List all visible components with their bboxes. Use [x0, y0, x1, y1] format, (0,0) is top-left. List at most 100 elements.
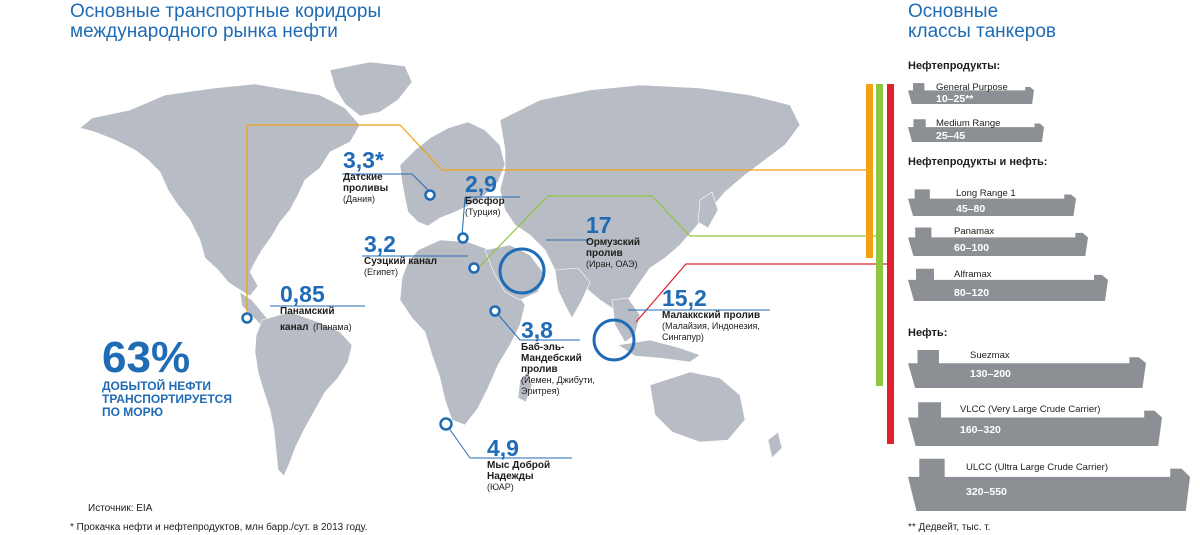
cape-value: 4,9: [487, 435, 519, 461]
tanker-hull: [908, 227, 1088, 256]
chokepoint-hormuz: 17 Ормузский пролив (Иран, ОАЭ): [586, 213, 640, 270]
tanker-deadweight: 60–100: [954, 242, 990, 254]
tanker-silhouette-icon: [908, 402, 1162, 446]
marker-panama: [241, 312, 253, 324]
tanker-1: Medium Range 25–45: [908, 118, 1044, 142]
hormuz-name-2: пролив: [586, 248, 623, 259]
malacca-name: Малаккский пролив: [662, 310, 761, 321]
tanker-hull: [908, 189, 1076, 216]
tanker-4: Alframax 80–120: [908, 267, 1108, 301]
indonesia-shape: [617, 339, 701, 363]
stat-text: ДОБЫТОЙ НЕФТИ ТРАНСПОРТИРУЕТСЯ ПО МОРЮ: [102, 380, 232, 419]
new-zealand-shape: [767, 431, 783, 459]
suez-country: (Египет): [364, 267, 399, 277]
bab-el-mandeb-name-2: Мандебский: [521, 353, 582, 364]
leader-danish-diag: [411, 173, 431, 193]
south-america-shape: [254, 311, 353, 477]
bar-red-oil: [887, 84, 894, 444]
madagascar-shape: [517, 371, 533, 403]
tanker-7: ULCC (Ultra Large Crude Carrier) 320–550: [908, 456, 1190, 511]
map-title: Основные транспортные коридоры междунаро…: [70, 2, 381, 42]
tanker-deadweight: 80–120: [954, 287, 990, 299]
stat-percentage: 63%: [102, 333, 191, 382]
route-lines: [246, 124, 890, 323]
tanker-name: Panamax: [954, 226, 995, 237]
tanker-silhouette-icon: [908, 119, 1044, 142]
tanker-silhouette-icon: [908, 83, 1034, 104]
chokepoint-malacca: 15,2 Малаккский пролив (Малайзия, Индоне…: [662, 286, 760, 343]
australia-shape: [649, 371, 746, 443]
map-title-line-1: Основные транспортные коридоры: [70, 1, 382, 22]
tanker-name: VLCC (Very Large Crude Carrier): [960, 404, 1101, 415]
marker-malacca: [592, 318, 636, 362]
leader-cape: [445, 423, 471, 459]
tanker-silhouette-icon: [908, 458, 1190, 511]
bar-green-products-oil: [876, 84, 883, 386]
stat-text-line-3: ПО МОРЮ: [102, 405, 164, 419]
hormuz-country: (Иран, ОАЭ): [586, 259, 638, 269]
panama-name-row: канал (Панама): [280, 317, 352, 335]
map-title-line-2: международного рынка нефти: [70, 21, 338, 42]
bab-el-mandeb-name-3: пролив: [521, 364, 558, 375]
panama-name: Панамский: [280, 306, 335, 317]
tankers-title: Основные классы танкеров: [908, 2, 1056, 42]
marker-hormuz: [498, 247, 546, 295]
chokepoint-cape-of-good-hope: 4,9 Мыс Доброй Надежды (ЮАР): [487, 436, 550, 493]
sea-transport-stat: 63% ДОБЫТОЙ НЕФТИ ТРАНСПОРТИРУЕТСЯ ПО МО…: [102, 336, 232, 419]
asia-shape: [499, 84, 801, 311]
hormuz-value: 17: [586, 212, 612, 238]
tanker-hull: [908, 83, 1034, 104]
tanker-deadweight: 130–200: [970, 368, 1011, 380]
tanker-deadweight: 160–320: [960, 424, 1001, 436]
bab-el-mandeb-country-1: (Йемен, Джибути,: [521, 375, 595, 385]
panama-name-tail: канал: [280, 322, 309, 333]
tanker-name: Suezmax: [970, 350, 1010, 361]
tanker-silhouette-icon: [908, 189, 1076, 216]
section-oil: Нефть:: [908, 327, 948, 339]
danish-straits-name-2: проливы: [343, 183, 389, 194]
stat-text-line-1: ДОБЫТОЙ НЕФТИ: [102, 379, 211, 393]
chokepoint-panama: 0,85 Панамский канал (Панама): [280, 282, 352, 335]
tanker-5: Suezmax 130–200: [908, 348, 1146, 388]
malacca-value: 15,2: [662, 285, 707, 311]
continents: [79, 61, 801, 477]
tanker-name: Medium Range: [936, 118, 1001, 129]
chokepoint-bosphorus: 2,9 Босфор (Турция): [465, 172, 505, 218]
bar-orange-products: [866, 84, 873, 258]
chokepoint-bab-el-mandeb: 3,8 Баб-эль- Мандебский пролив (Йемен, Д…: [521, 318, 595, 397]
danish-straits-country: (Дания): [343, 194, 375, 204]
marker-suez: [468, 262, 480, 274]
tanker-deadweight: 10–25**: [936, 93, 974, 105]
route-line-red: [635, 263, 890, 323]
section-products-oil: Нефтепродукты и нефть:: [908, 156, 1048, 168]
north-america-shape: [79, 83, 361, 297]
bosphorus-name: Босфор: [465, 196, 505, 207]
marker-bab-el-mandeb: [489, 305, 501, 317]
tanker-silhouette-icon: [908, 227, 1088, 256]
stat-text-line-2: ТРАНСПОРТИРУЕТСЯ: [102, 392, 232, 406]
marker-bosphorus: [457, 232, 469, 244]
panama-value: 0,85: [280, 281, 325, 307]
tanker-silhouette-icon: [908, 350, 1146, 388]
chokepoint-danish-straits: 3,3* Датские проливы (Дания): [343, 148, 388, 205]
danish-straits-name-1: Датские: [343, 172, 383, 183]
footnote-left: * Прокачка нефти и нефтепродуктов, млн б…: [70, 522, 368, 533]
tanker-name: General Purpose: [936, 82, 1008, 93]
bab-el-mandeb-value: 3,8: [521, 317, 553, 343]
route-line-green: [477, 195, 878, 269]
malacca-country-1: (Малайзия, Индонезия,: [662, 321, 760, 331]
tanker-deadweight: 25–45: [936, 130, 966, 142]
greenland-shape: [329, 61, 413, 117]
suez-value: 3,2: [364, 231, 396, 257]
tanker-3: Panamax 60–100: [908, 226, 1088, 256]
cape-name-2: Надежды: [487, 471, 534, 482]
cape-country: (ЮАР): [487, 482, 514, 492]
danish-straits-value: 3,3*: [343, 147, 384, 173]
bab-el-mandeb-name-1: Баб-эль-: [521, 342, 565, 353]
europe-shape: [399, 121, 506, 227]
cape-name-1: Мыс Доброй: [487, 460, 551, 471]
bosphorus-country: (Турция): [465, 207, 501, 217]
malacca-country-2: Сингапур): [662, 332, 704, 342]
india-shape: [554, 267, 591, 319]
